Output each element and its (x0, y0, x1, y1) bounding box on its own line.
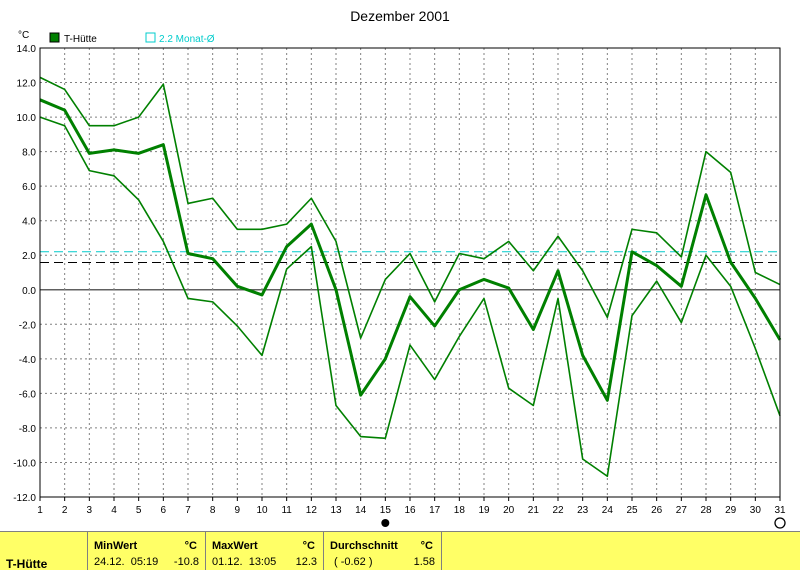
series-line-min (39, 116, 781, 478)
x-tick-label: 16 (404, 505, 416, 516)
y-tick-label: -4.0 (19, 355, 37, 366)
x-tick-label: 4 (111, 505, 117, 516)
x-tick-label: 1 (37, 505, 43, 516)
x-tick-label: 15 (380, 505, 392, 516)
x-tick-label: 14 (355, 505, 367, 516)
stats-series-cell: T-Hütte (0, 532, 88, 571)
series-line-max (39, 76, 781, 339)
avg-note: ( -0.62 ) (334, 556, 373, 568)
y-tick-label: -10.0 (13, 458, 36, 469)
y-tick-label: 6.0 (22, 182, 36, 193)
avg-value: 1.58 (413, 556, 435, 568)
x-tick-label: 22 (552, 505, 564, 516)
plot-frame (39, 47, 781, 498)
y-tick-label: 4.0 (22, 217, 36, 228)
stats-series-label: T-Hütte (6, 557, 48, 571)
reference-lines (40, 251, 780, 263)
avg-cell: Durchschnitt °C ( -0.62 ) 1.58 (324, 532, 442, 570)
legend-swatch-series (49, 32, 60, 43)
filled-day-marker (381, 519, 390, 527)
max-datetime: 01.12. 13:05 (212, 556, 277, 568)
x-tick-label: 21 (528, 505, 540, 516)
x-tick-label: 31 (774, 505, 786, 516)
x-tick-label: 30 (750, 505, 762, 516)
x-tick-label: 7 (185, 505, 191, 516)
chart-title: Dezember 2001 (350, 8, 450, 24)
min-unit: °C (184, 540, 197, 552)
y-tick-label: -8.0 (19, 424, 37, 435)
series-line-mean (39, 98, 782, 402)
y-tick-label: 0.0 (22, 286, 36, 297)
x-tick-label: 25 (626, 505, 638, 516)
y-tick-label: -12.0 (13, 493, 36, 504)
x-tick-label: 23 (577, 505, 589, 516)
max-cell: MaxWert °C 01.12. 13:05 12.3 (206, 532, 324, 570)
x-tick-label: 17 (429, 505, 441, 516)
x-tick-label: 9 (235, 505, 241, 516)
min-header: MinWert (94, 540, 138, 552)
x-tick-label: 13 (330, 505, 342, 516)
x-tick-label: 10 (256, 505, 268, 516)
y-tick-label: -2.0 (19, 320, 37, 331)
x-tick-label: 18 (454, 505, 466, 516)
x-tick-label: 11 (281, 505, 292, 516)
legend: T-Hütte 2.2 Monat-Ø (49, 32, 215, 45)
avg-unit: °C (420, 540, 433, 552)
x-tick-label: 2 (62, 505, 68, 516)
x-tick-label: 26 (651, 505, 663, 516)
max-unit: °C (302, 540, 315, 552)
x-tick-label: 5 (136, 505, 142, 516)
max-value: 12.3 (295, 556, 317, 568)
avg-header: Durchschnitt (330, 540, 398, 552)
x-tick-label: 28 (700, 505, 712, 516)
x-tick-label: 3 (87, 505, 93, 516)
min-datetime: 24.12. 05:19 (94, 556, 159, 568)
min-cell: MinWert °C 24.12. 05:19 -10.8 (88, 532, 206, 570)
y-tick-label: 12.0 (17, 79, 37, 90)
x-tick-label: 12 (306, 505, 318, 516)
y-tick-label: -6.0 (19, 389, 37, 400)
x-tick-label: 6 (161, 505, 167, 516)
grid (40, 47, 780, 498)
x-tick-label: 19 (478, 505, 490, 516)
day-markers (381, 517, 786, 529)
temperature-chart: Dezember 2001 °C T-Hütte 2.2 Monat-Ø 14.… (13, 8, 786, 529)
x-tick-label: 20 (503, 505, 515, 516)
max-header: MaxWert (212, 540, 258, 552)
axis-ticks: 14.0 12.0 10.0 8.0 6.0 4.0 2.0 0.0 -2.0 -4.0 -6.0 -… (13, 44, 786, 516)
y-tick-label: 10.0 (17, 113, 37, 124)
y-axis-unit: °C (18, 30, 29, 41)
y-tick-label: 8.0 (22, 148, 36, 159)
open-day-marker (774, 517, 786, 529)
legend-average-label: 2.2 Monat-Ø (159, 34, 215, 45)
legend-swatch-average (145, 32, 156, 43)
series-lines (39, 76, 782, 478)
y-tick-label: 2.0 (22, 251, 36, 262)
min-value: -10.8 (173, 556, 199, 568)
x-tick-label: 29 (725, 505, 737, 516)
legend-series-label: T-Hütte (64, 34, 97, 45)
x-tick-label: 24 (602, 505, 614, 516)
y-tick-label: 14.0 (17, 44, 37, 55)
x-tick-label: 8 (210, 505, 216, 516)
stats-panel: T-Hütte MinWert °C 24.12. 05:19 -10.8 Ma… (0, 531, 800, 571)
x-tick-label: 27 (676, 505, 688, 516)
